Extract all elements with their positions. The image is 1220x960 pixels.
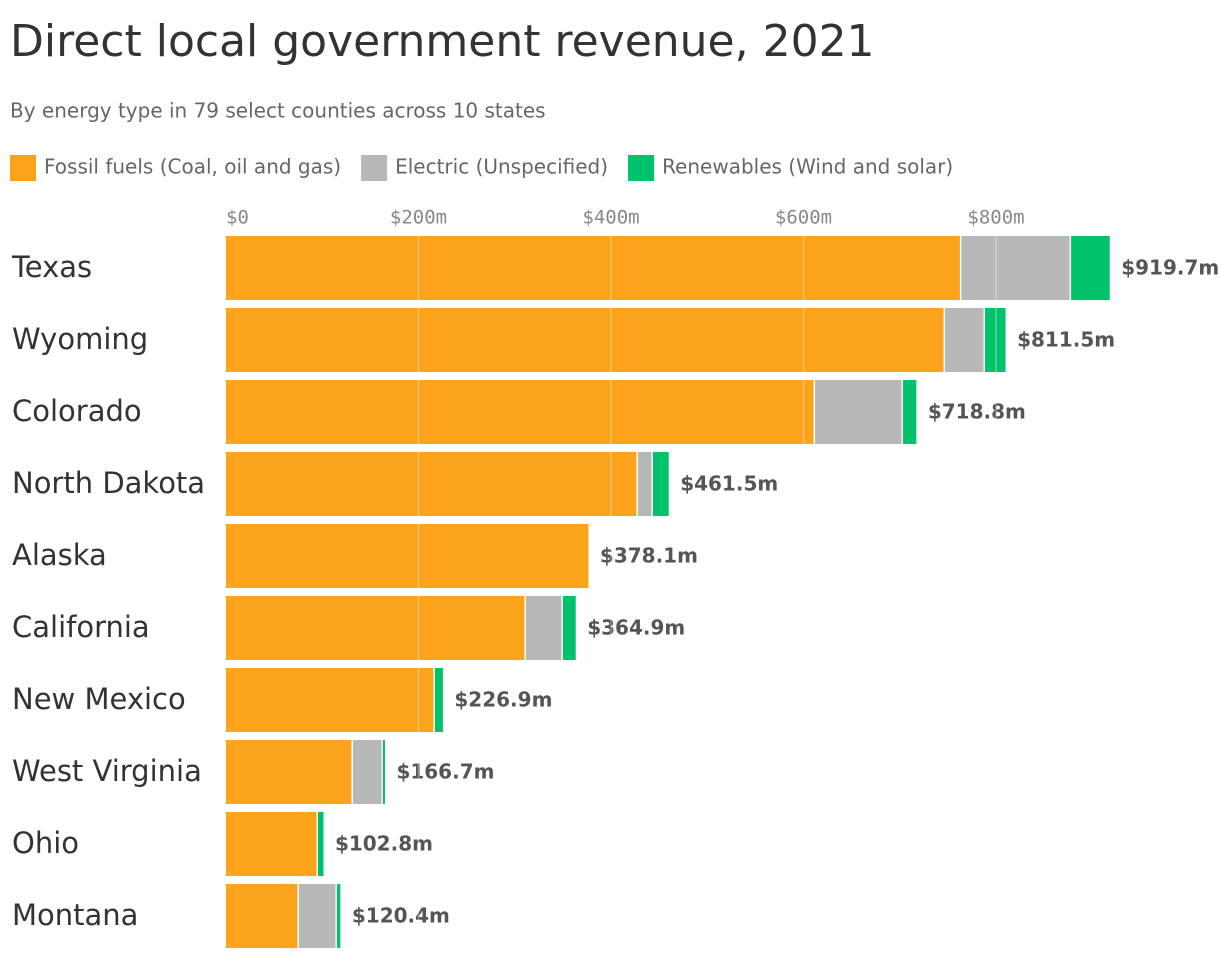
category-label: Wyoming: [12, 322, 148, 356]
category-label: North Dakota: [12, 466, 205, 500]
legend-swatch: [628, 155, 655, 181]
category-label: California: [12, 610, 150, 644]
chart-title: Direct local government revenue, 2021: [10, 16, 875, 67]
bar-segment: [226, 452, 637, 516]
bar-segment: [382, 740, 385, 804]
bar-segment: [226, 308, 944, 372]
total-label: $166.7m: [396, 760, 494, 784]
x-tick-label: $0: [226, 207, 249, 229]
bar-segment: [434, 668, 443, 732]
bar-segment: [352, 740, 382, 804]
bar-segment: [318, 812, 324, 876]
legend-label: Electric (Unspecified): [395, 155, 608, 179]
bar-segment: [1071, 236, 1110, 300]
total-label: $226.9m: [454, 688, 552, 712]
x-tick-label: $800m: [967, 207, 1024, 229]
bar-segment: [815, 380, 902, 444]
bar-segment: [226, 380, 814, 444]
category-label: West Virginia: [12, 754, 202, 788]
legend-label: Renewables (Wind and solar): [662, 155, 953, 179]
bar-segment: [961, 236, 1070, 300]
bar-segment: [562, 596, 576, 660]
x-tick-label: $400m: [582, 207, 639, 229]
bar-segment: [298, 884, 336, 948]
chart-subtitle: By energy type in 79 select counties acr…: [10, 99, 546, 123]
x-tick-label: $600m: [775, 207, 832, 229]
category-label: Colorado: [12, 394, 142, 428]
total-label: $378.1m: [600, 544, 698, 568]
x-tick-label: $200m: [390, 207, 447, 229]
total-label: $919.7m: [1121, 256, 1219, 280]
legend-swatch: [361, 155, 388, 181]
legend-swatch: [10, 155, 36, 181]
legend-label: Fossil fuels (Coal, oil and gas): [44, 155, 341, 179]
bar-segment: [226, 668, 434, 732]
category-label: Ohio: [12, 826, 79, 860]
category-label: Alaska: [12, 538, 107, 572]
bar-segment: [226, 812, 317, 876]
bar-segment: [336, 884, 341, 948]
bar-segment: [985, 308, 1006, 372]
category-label: Montana: [12, 898, 138, 932]
total-label: $120.4m: [352, 904, 450, 928]
bar-segment: [226, 884, 298, 948]
bar-segment: [652, 452, 669, 516]
bar-segment: [226, 740, 352, 804]
bar-segment: [226, 596, 525, 660]
bar-segment: [637, 452, 652, 516]
total-label: $461.5m: [680, 472, 778, 496]
total-label: $102.8m: [335, 832, 433, 856]
category-label: Texas: [11, 250, 92, 284]
category-label: New Mexico: [12, 682, 186, 716]
bar-segment: [944, 308, 984, 372]
total-label: $811.5m: [1017, 328, 1115, 352]
total-label: $364.9m: [587, 616, 685, 640]
bar-segment: [526, 596, 562, 660]
bar-segment: [226, 524, 589, 588]
total-label: $718.8m: [928, 400, 1026, 424]
bar-segment: [903, 380, 917, 444]
bar-segment: [226, 236, 960, 300]
